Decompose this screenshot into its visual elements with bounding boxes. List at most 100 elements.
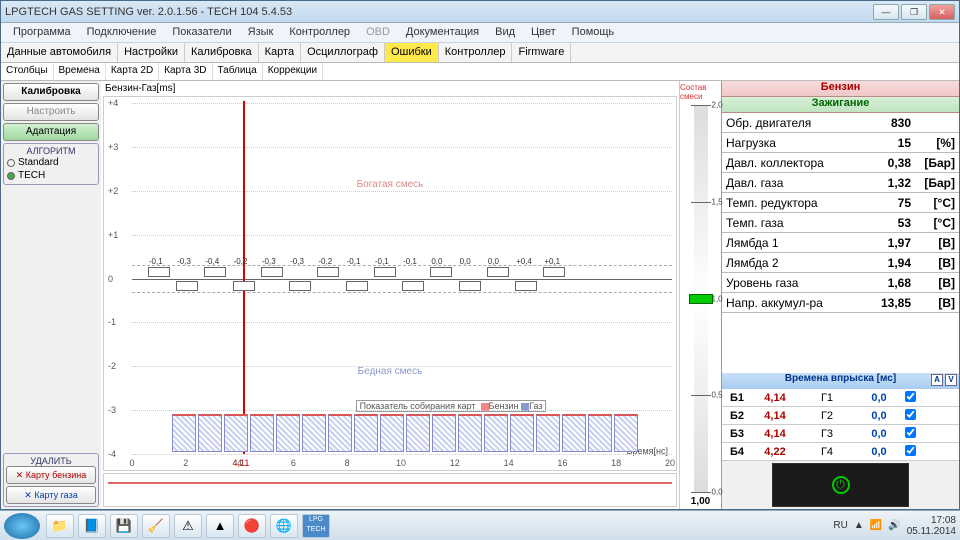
bottom-strip [103, 473, 677, 507]
algorithm-title: АЛГОРИТМ [6, 146, 96, 156]
calibrate-button[interactable]: Калибровка [3, 83, 99, 101]
mixture-gauge: Состав смеси 2,01,51,00,50,0 1,00 [679, 81, 721, 509]
tray-flag-icon: ▲ [854, 520, 864, 531]
menubar: ПрограммаПодключениеПоказателиЯзыкКонтро… [1, 23, 959, 43]
delete-gas-map-button[interactable]: ✕ Карту газа [6, 486, 96, 504]
petrol-header: Бензин [722, 81, 959, 97]
taskbar-icons: 📁 📘 💾 🧹 ⚠ ▲ 🔴 🌐 LPGTECH [46, 514, 330, 538]
param-row: Темп. редуктора75[°C] [722, 193, 959, 213]
tab-0[interactable]: Данные автомобиля [1, 43, 118, 62]
left-panel: Калибровка Настроить Адаптация АЛГОРИТМ … [1, 81, 101, 509]
delete-title: УДАЛИТЬ [6, 456, 96, 466]
start-button[interactable] [4, 513, 40, 539]
menu-Подключение[interactable]: Подключение [79, 23, 165, 42]
menu-Показатели[interactable]: Показатели [164, 23, 239, 42]
menu-Цвет[interactable]: Цвет [523, 23, 564, 42]
algorithm-panel: АЛГОРИТМ Standard TECH [3, 143, 99, 185]
app-window: LPGTECH GAS SETTING ver. 2.0.1.56 - TECH… [0, 0, 960, 510]
tab-2[interactable]: Калибровка [185, 43, 259, 62]
ccleaner-icon[interactable]: 🧹 [142, 514, 170, 538]
injection-header: Времена впрыска [мс] AV [722, 373, 959, 389]
opera-icon[interactable]: 🔴 [238, 514, 266, 538]
app-icon[interactable]: 📘 [78, 514, 106, 538]
adjust-button[interactable]: Настроить [3, 103, 99, 121]
titlebar: LPGTECH GAS SETTING ver. 2.0.1.56 - TECH… [1, 1, 959, 23]
param-row: Давл. коллектора0,38[Бар] [722, 153, 959, 173]
subtab-3[interactable]: Карта 3D [159, 63, 212, 80]
close-button[interactable]: ✕ [929, 4, 955, 20]
inj-a-icon[interactable]: A [931, 374, 943, 386]
inj-v-icon[interactable]: V [945, 374, 957, 386]
tray-net-icon: 📶 [870, 520, 882, 531]
delete-petrol-map-button[interactable]: ✕ Карту бензина [6, 466, 96, 484]
tab-4[interactable]: Осциллограф [301, 43, 385, 62]
adapt-button[interactable]: Адаптация [3, 123, 99, 141]
chrome-icon[interactable]: 🌐 [270, 514, 298, 538]
right-panel: Бензин Зажигание Обр. двигателя830Нагруз… [721, 81, 959, 509]
inj-row: Б14,14Г10,0 [722, 389, 959, 407]
tab-3[interactable]: Карта [259, 43, 301, 62]
tray-lang[interactable]: RU [833, 520, 847, 531]
radio-icon [7, 159, 15, 167]
center-panel: Бензин-Газ[ms] Богатая смесь Бедная смес… [101, 81, 679, 509]
gauge-title: Состав смеси [680, 83, 721, 101]
explorer-icon[interactable]: 📁 [46, 514, 74, 538]
param-row: Уровень газа1,68[В] [722, 273, 959, 293]
save-icon[interactable]: 💾 [110, 514, 138, 538]
vlc-icon[interactable]: ▲ [206, 514, 234, 538]
menu-Помощь[interactable]: Помощь [564, 23, 623, 42]
subtab-5[interactable]: Коррекции [263, 63, 323, 80]
subtab-1[interactable]: Времена [54, 63, 106, 80]
subtab-2[interactable]: Карта 2D [106, 63, 159, 80]
tab-5[interactable]: Ошибки [385, 43, 439, 62]
menu-Программа[interactable]: Программа [5, 23, 79, 42]
inj-checkbox[interactable] [905, 427, 916, 438]
algo-tech[interactable]: TECH [6, 169, 96, 182]
param-row: Лямбда 21,94[В] [722, 253, 959, 273]
rich-label: Богатая смесь [357, 179, 424, 190]
param-row: Нагрузка15[%] [722, 133, 959, 153]
inj-row: Б44,22Г40,0 [722, 443, 959, 461]
gauge-value: 1,00 [691, 496, 710, 507]
inj-checkbox[interactable] [905, 445, 916, 456]
menu-Язык[interactable]: Язык [240, 23, 282, 42]
taskbar: 📁 📘 💾 🧹 ⚠ ▲ 🔴 🌐 LPGTECH RU ▲ 📶 🔊 17:08 0… [0, 510, 960, 540]
inj-row: Б24,14Г20,0 [722, 407, 959, 425]
warning-icon[interactable]: ⚠ [174, 514, 202, 538]
main-chart: Богатая смесь Бедная смесь Показатель со… [103, 96, 677, 471]
tab-7[interactable]: Firmware [512, 43, 571, 62]
param-row: Темп. газа53[°C] [722, 213, 959, 233]
inj-checkbox[interactable] [905, 409, 916, 420]
top-tabs: Данные автомобиляНастройкиКалибровкаКарт… [1, 43, 959, 63]
menu-Контроллер[interactable]: Контроллер [281, 23, 358, 42]
tray-vol-icon: 🔊 [888, 520, 900, 531]
menu-OBD[interactable]: OBD [358, 23, 398, 42]
menu-Документация[interactable]: Документация [398, 23, 487, 42]
inj-checkbox[interactable] [905, 391, 916, 402]
tab-1[interactable]: Настройки [118, 43, 185, 62]
inj-row: Б34,14Г30,0 [722, 425, 959, 443]
tab-6[interactable]: Контроллер [439, 43, 513, 62]
window-title: LPGTECH GAS SETTING ver. 2.0.1.56 - TECH… [5, 6, 873, 18]
tray-clock[interactable]: 17:08 05.11.2014 [907, 515, 956, 537]
system-tray: RU ▲ 📶 🔊 17:08 05.11.2014 [833, 515, 956, 537]
algo-standard[interactable]: Standard [6, 156, 96, 169]
params-table: Обр. двигателя830Нагрузка15[%]Давл. колл… [722, 113, 959, 313]
param-row: Обр. двигателя830 [722, 113, 959, 133]
chart-ylabel: Бензин-Газ[ms] [101, 81, 679, 96]
minimize-button[interactable]: — [873, 4, 899, 20]
menu-Вид[interactable]: Вид [487, 23, 523, 42]
device-image: ⏻ [772, 463, 909, 507]
maximize-button[interactable]: ❐ [901, 4, 927, 20]
param-row: Давл. газа1,32[Бар] [722, 173, 959, 193]
injection-table: Б14,14Г10,0Б24,14Г20,0Б34,14Г30,0Б44,22Г… [722, 389, 959, 461]
param-row: Напр. аккумул-ра13,85[В] [722, 293, 959, 313]
delete-panel: УДАЛИТЬ ✕ Карту бензина ✕ Карту газа [3, 453, 99, 507]
subtab-0[interactable]: Столбцы [1, 63, 54, 80]
lpg-icon[interactable]: LPGTECH [302, 514, 330, 538]
ignition-header: Зажигание [722, 97, 959, 113]
subtab-4[interactable]: Таблица [213, 63, 263, 80]
sub-tabs: СтолбцыВременаКарта 2DКарта 3DТаблицаКор… [1, 63, 959, 81]
param-row: Лямбда 11,97[В] [722, 233, 959, 253]
power-icon[interactable]: ⏻ [832, 476, 850, 494]
